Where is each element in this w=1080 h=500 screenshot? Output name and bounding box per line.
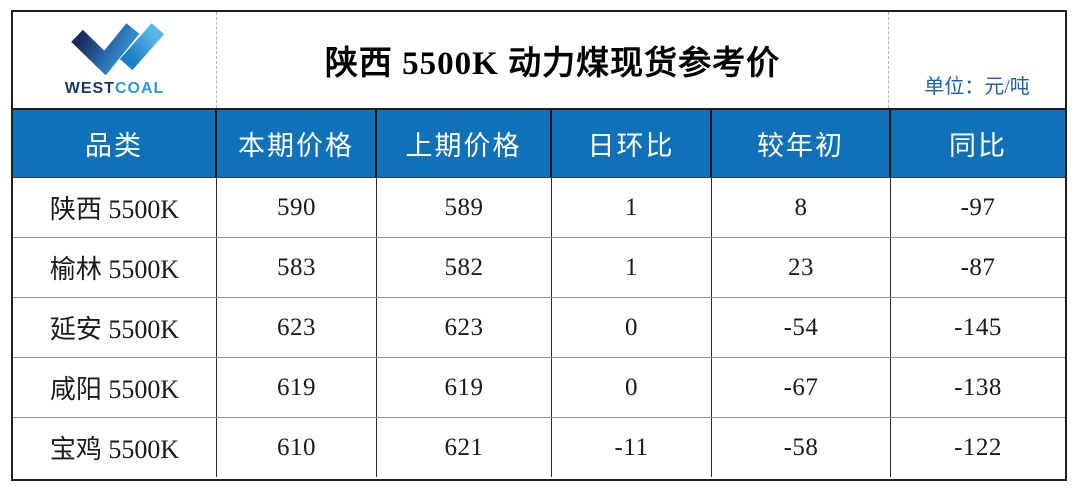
table-header-row: 品类 本期价格 上期价格 日环比 较年初 同比 <box>13 108 1065 177</box>
value-cell: -138 <box>954 373 1002 401</box>
westcoal-w-icon <box>70 23 164 76</box>
category-cell: 咸阳 5500K <box>13 358 217 417</box>
value-cell: -87 <box>960 253 996 281</box>
column-header-current: 本期价格 <box>217 110 377 177</box>
category-cell: 延安 5500K <box>13 298 217 357</box>
logo-cell: WESTCOAL <box>13 12 217 108</box>
table-row: 榆林 5500K 583 582 1 23 -87 <box>13 237 1065 297</box>
value-cell: 590 <box>217 178 377 237</box>
value-cell: 610 <box>217 418 377 477</box>
value-cell: 621 <box>377 418 552 477</box>
column-header-ytd: 较年初 <box>712 110 891 177</box>
logo-text-coal: COAL <box>114 80 165 97</box>
column-header-yoy: 同比 <box>949 131 1007 161</box>
table-row: 延安 5500K 623 623 0 -54 -145 <box>13 297 1065 357</box>
logo-wordmark: WESTCOAL <box>65 81 165 97</box>
column-header-previous: 上期价格 <box>377 110 552 177</box>
category-cell: 陕西 5500K <box>13 178 217 237</box>
value-cell: 583 <box>217 238 377 297</box>
value-cell: 1 <box>552 178 712 237</box>
header-band: WESTCOAL 陕西 5500K 动力煤现货参考价 单位：元/吨 <box>13 12 1065 108</box>
value-cell: -145 <box>954 313 1002 341</box>
table-row: 陕西 5500K 590 589 1 8 -97 <box>13 177 1065 237</box>
column-header-daily-chg: 日环比 <box>552 110 712 177</box>
value-cell: 0 <box>552 298 712 357</box>
value-cell: 619 <box>217 358 377 417</box>
unit-label: 单位：元/吨 <box>924 76 1030 98</box>
value-cell: 8 <box>712 178 891 237</box>
value-cell: 1 <box>552 238 712 297</box>
column-header-category: 品类 <box>13 110 217 177</box>
value-cell: 619 <box>377 358 552 417</box>
value-cell: 623 <box>217 298 377 357</box>
value-cell: -122 <box>954 433 1002 461</box>
value-cell: 23 <box>712 238 891 297</box>
table-row: 咸阳 5500K 619 619 0 -67 -138 <box>13 357 1065 417</box>
value-cell: 0 <box>552 358 712 417</box>
value-cell: -11 <box>552 418 712 477</box>
value-cell: 623 <box>377 298 552 357</box>
value-cell: -58 <box>712 418 891 477</box>
value-cell: -97 <box>960 193 996 221</box>
logo-text-west: WEST <box>64 80 115 97</box>
table-row: 宝鸡 5500K 610 621 -11 -58 -122 <box>13 417 1065 477</box>
value-cell: -67 <box>712 358 891 417</box>
value-cell: 589 <box>377 178 552 237</box>
page-title: 陕西 5500K 动力煤现货参考价 <box>217 12 889 108</box>
category-cell: 宝鸡 5500K <box>13 418 217 477</box>
price-table-panel: WESTCOAL 陕西 5500K 动力煤现货参考价 单位：元/吨 品类 本期价… <box>11 10 1067 481</box>
category-cell: 榆林 5500K <box>13 238 217 297</box>
value-cell: 582 <box>377 238 552 297</box>
value-cell: -54 <box>712 298 891 357</box>
